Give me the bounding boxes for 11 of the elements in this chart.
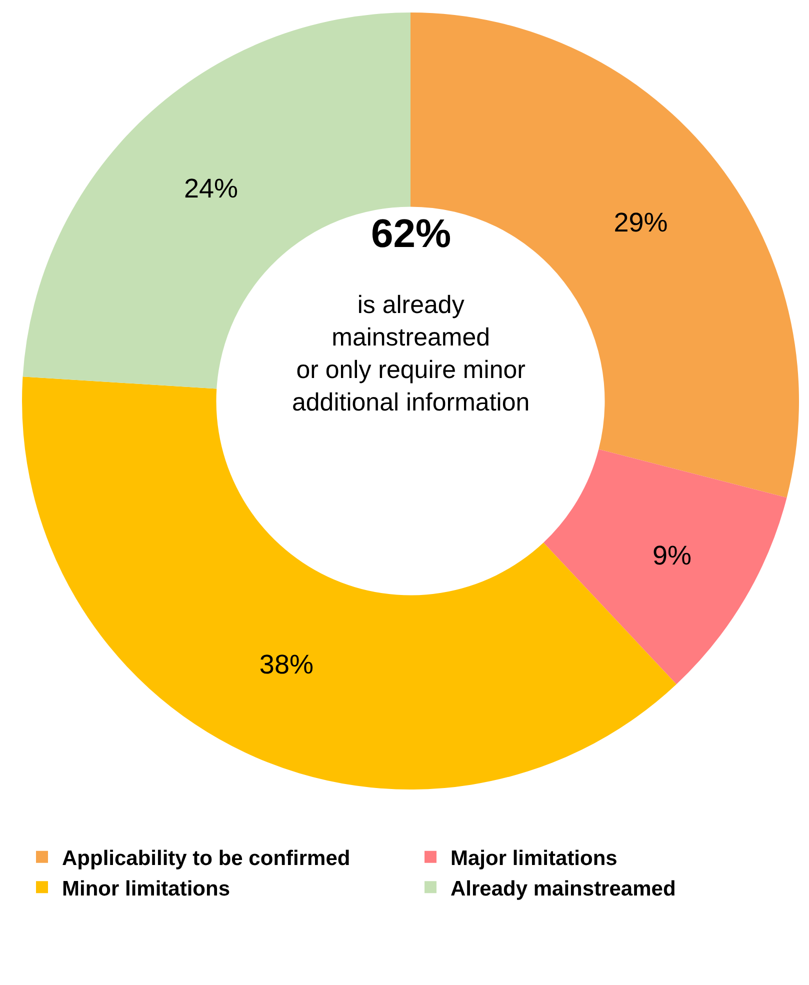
text: is already mainstreamed or only require minor additional information: [292, 291, 530, 416]
legend-label: Applicability to be confirmed: [62, 847, 350, 870]
legend-label: Minor limitations: [62, 877, 230, 900]
donut-slice: [543, 449, 787, 684]
data-label: 24%: [184, 174, 238, 204]
data-label: 38%: [259, 650, 314, 680]
data-label: 29%: [614, 207, 668, 238]
legend-label: Major limitations: [450, 847, 618, 870]
legend-label: Already mainstreamed: [450, 877, 676, 900]
text: 62%: [371, 212, 452, 256]
data-label: 9%: [652, 540, 692, 571]
